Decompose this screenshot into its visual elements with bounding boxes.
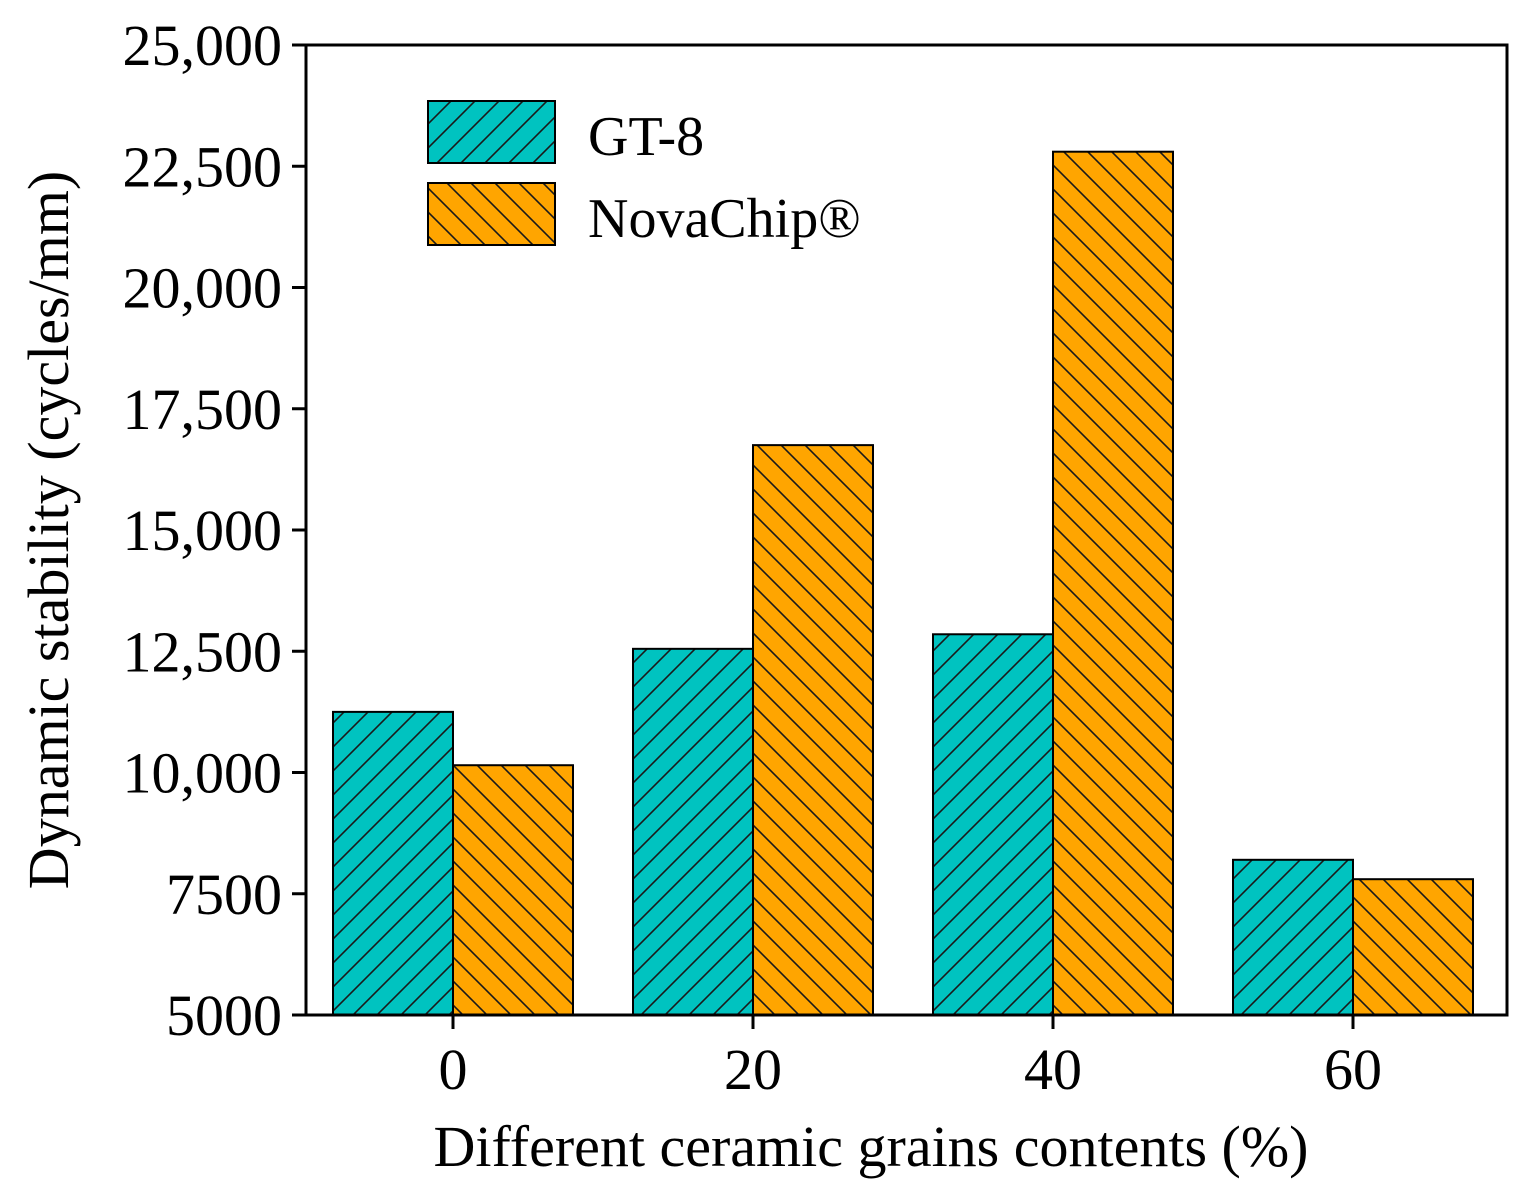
bar-hatch-gt8-0 xyxy=(332,710,454,1016)
y-tick-label: 25,000 xyxy=(123,13,283,78)
legend-label-novachip: NovaChip® xyxy=(588,188,861,250)
bar-hatch-novachip-0 xyxy=(452,764,574,1016)
x-tick-label: 40 xyxy=(1024,1037,1082,1102)
y-tick-label: 15,000 xyxy=(123,498,283,563)
y-tick-label: 12,500 xyxy=(123,619,283,684)
y-axis-title: Dynamic stability (cycles/mm) xyxy=(16,171,81,889)
bar-hatch-novachip-20 xyxy=(752,444,874,1016)
bar-hatch-gt8-20 xyxy=(632,647,754,1016)
x-tick-label: 0 xyxy=(439,1037,468,1102)
bars-group xyxy=(332,150,1474,1017)
x-axis: 0 20 40 60 xyxy=(439,1015,1382,1102)
x-tick-label: 20 xyxy=(724,1037,782,1102)
x-axis-title: Different ceramic grains contents (%) xyxy=(434,1114,1309,1179)
y-tick-label: 22,500 xyxy=(123,134,283,199)
y-tick-label: 10,000 xyxy=(123,741,283,806)
legend-swatch-novachip-hatch xyxy=(427,182,556,246)
y-tick-label: 7500 xyxy=(166,862,282,927)
bar-hatch-novachip-40 xyxy=(1052,150,1174,1016)
x-tick-label: 60 xyxy=(1324,1037,1382,1102)
y-tick-label: 5000 xyxy=(166,983,282,1048)
bar-hatch-novachip-60 xyxy=(1352,878,1474,1017)
y-tick-label: 20,000 xyxy=(123,256,283,321)
legend-swatch-gt8-hatch xyxy=(427,100,556,164)
bar-hatch-gt8-40 xyxy=(932,633,1054,1017)
legend-label-gt8: GT-8 xyxy=(588,106,704,168)
y-tick-label: 17,500 xyxy=(123,377,283,442)
y-axis: 5000 7500 10,000 12,500 15,000 17,500 20,000 22… xyxy=(123,13,306,1048)
legend: GT-8 NovaChip® xyxy=(427,100,861,250)
bar-hatch-gt8-60 xyxy=(1232,858,1354,1016)
